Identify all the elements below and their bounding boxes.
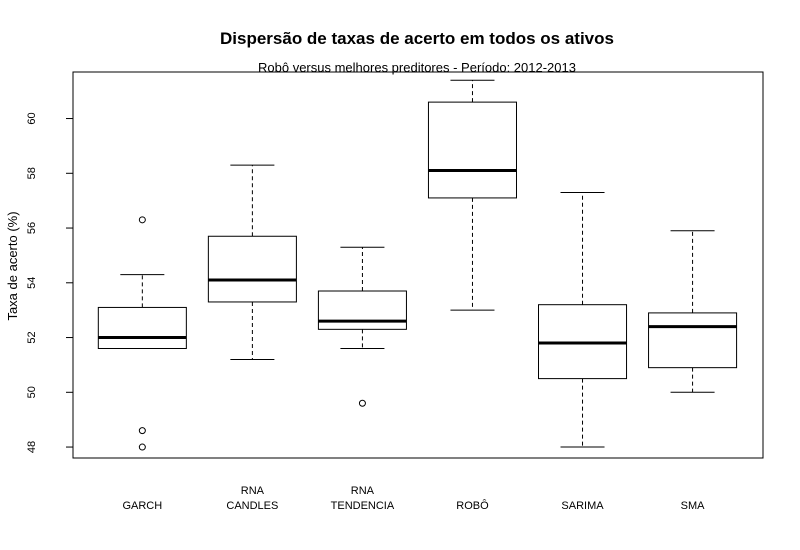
- x-category-label-3-0: ROBÔ: [456, 499, 489, 512]
- boxes-group: [97, 79, 738, 451]
- box-0: [97, 216, 187, 451]
- outlier-point-0: [138, 216, 146, 224]
- box-2: [317, 246, 407, 407]
- y-tick-label-4: 56: [26, 222, 38, 234]
- iqr-box: [427, 101, 517, 199]
- y-tick-label-5: 58: [26, 167, 38, 179]
- box-5: [648, 230, 738, 393]
- outlier-point-2: [138, 443, 146, 451]
- y-tick-label-2: 52: [26, 331, 38, 343]
- y-tick-label-6: 60: [26, 112, 38, 124]
- x-category-label-0-0: GARCH: [122, 500, 162, 512]
- chart-subtitle: Robô versus melhores preditores - Períod…: [258, 60, 576, 75]
- x-category-label-4-0: SARIMA: [561, 500, 604, 512]
- outlier-point-1: [138, 427, 146, 435]
- y-axis: 48 50 52 54 56 58 60: [26, 112, 74, 453]
- y-tick-label-1: 50: [26, 386, 38, 398]
- outlier-point-0: [358, 399, 366, 407]
- plot-frame: [72, 71, 764, 459]
- iqr-box: [317, 290, 407, 330]
- box-1: [207, 164, 297, 360]
- chart-title: Dispersão de taxas de acerto em todos os…: [220, 29, 614, 48]
- x-category-label-5-0: SMA: [681, 500, 706, 512]
- box-3: [427, 79, 517, 311]
- x-category-label-1-1: CANDLES: [226, 500, 278, 512]
- iqr-box: [648, 312, 738, 369]
- y-axis-label: Taxa de acerto (%): [5, 211, 20, 320]
- box-4: [538, 191, 628, 448]
- x-category-label-1-0: RNA: [241, 485, 265, 497]
- iqr-box: [97, 306, 187, 349]
- y-tick-label-3: 54: [26, 277, 38, 289]
- x-category-label-2-0: RNA: [351, 485, 375, 497]
- y-tick-label-0: 48: [26, 441, 38, 453]
- x-category-label-2-1: TENDENCIA: [331, 500, 395, 512]
- x-axis-labels: GARCH RNA CANDLES RNA TENDENCIA ROBÔ SARIMA SMA: [122, 485, 705, 512]
- iqr-box: [207, 235, 297, 303]
